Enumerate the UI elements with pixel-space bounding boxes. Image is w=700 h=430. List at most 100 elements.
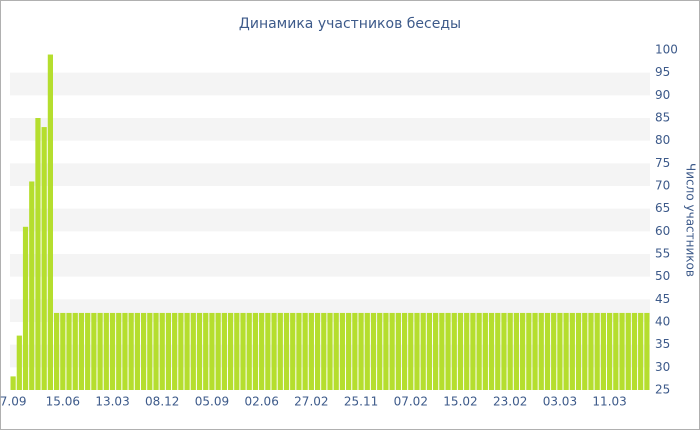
bar <box>383 312 389 390</box>
bar <box>196 312 203 390</box>
bar <box>327 312 333 390</box>
bar <box>520 312 526 390</box>
bar <box>600 312 607 390</box>
bar <box>296 312 302 390</box>
chart-title: Динамика участников беседы <box>239 16 461 32</box>
x-tick-label: 11.03 <box>592 395 626 409</box>
bar <box>414 312 420 390</box>
bar <box>588 312 594 390</box>
y-tick-label: 55 <box>655 247 670 261</box>
x-tick-label: 03.03 <box>543 395 577 409</box>
bar <box>451 312 457 390</box>
y-tick-label: 85 <box>655 111 670 125</box>
bar <box>308 312 314 390</box>
bar <box>364 312 370 390</box>
grid-band <box>10 163 650 186</box>
bar <box>526 312 532 390</box>
bar <box>66 312 72 390</box>
bar <box>209 312 215 390</box>
bar <box>457 312 464 390</box>
y-tick-label: 60 <box>655 224 670 238</box>
bar <box>613 312 619 390</box>
y-tick-label: 90 <box>655 88 670 102</box>
bar <box>321 312 327 390</box>
x-tick-label: 7.09 <box>0 395 26 409</box>
bar <box>16 335 22 390</box>
bar <box>395 312 401 390</box>
bar <box>29 181 35 390</box>
bar <box>116 312 122 390</box>
x-tick-label: 02.06 <box>244 395 278 409</box>
bar <box>495 312 501 390</box>
bar <box>563 312 569 390</box>
x-tick-label: 27.02 <box>294 395 328 409</box>
bar <box>246 312 252 390</box>
y-tick-label: 80 <box>655 133 670 147</box>
bar <box>47 54 53 391</box>
bar <box>544 312 551 390</box>
bar <box>302 312 308 390</box>
bar <box>625 312 631 390</box>
bar <box>35 118 41 390</box>
bar <box>122 312 128 390</box>
y-tick-label: 25 <box>655 383 670 397</box>
y-tick-label: 75 <box>655 156 670 170</box>
bar <box>358 312 364 390</box>
bar <box>78 312 85 390</box>
bar <box>290 312 296 390</box>
y-tick-label: 100 <box>655 43 678 57</box>
bar <box>252 312 259 390</box>
bar <box>538 312 544 390</box>
bar <box>22 226 29 390</box>
bar <box>190 312 196 390</box>
bar <box>501 312 507 390</box>
bar <box>91 312 97 390</box>
bar <box>215 312 221 390</box>
grid-band <box>10 72 650 96</box>
bar <box>109 312 116 390</box>
bar <box>445 312 451 390</box>
bar <box>569 312 575 390</box>
bar <box>575 312 582 390</box>
bar <box>644 312 650 390</box>
bar <box>470 312 476 390</box>
bar <box>140 312 147 390</box>
bar <box>607 312 613 390</box>
bar <box>85 312 91 390</box>
bar <box>346 312 352 390</box>
bar <box>631 312 638 390</box>
bar <box>221 312 227 390</box>
bar <box>426 312 433 390</box>
x-tick-label: 23.02 <box>493 395 527 409</box>
bar <box>172 312 178 390</box>
y-tick-label: 50 <box>655 269 670 283</box>
bar <box>153 312 159 390</box>
bar <box>265 312 271 390</box>
x-tick-label: 05.09 <box>195 395 229 409</box>
bar <box>234 312 240 390</box>
x-tick-label: 15.02 <box>443 395 477 409</box>
grid-band <box>10 208 650 232</box>
bar <box>103 312 109 390</box>
bar <box>582 312 588 390</box>
bar <box>507 312 513 390</box>
bar <box>277 312 283 390</box>
x-tick-label: 08.12 <box>145 395 179 409</box>
bar <box>420 312 426 390</box>
bar <box>532 312 538 390</box>
bar <box>557 312 563 390</box>
bar <box>134 312 140 390</box>
bar <box>147 312 153 390</box>
bar <box>10 376 16 390</box>
bar <box>377 312 383 390</box>
bar <box>184 312 190 390</box>
bar <box>433 312 439 390</box>
y-tick-label: 95 <box>655 65 670 79</box>
bar <box>240 312 246 390</box>
x-tick-label: 15.06 <box>46 395 80 409</box>
bar <box>128 312 134 390</box>
x-tick-label: 25.11 <box>344 395 378 409</box>
y-tick-label: 65 <box>655 201 670 215</box>
